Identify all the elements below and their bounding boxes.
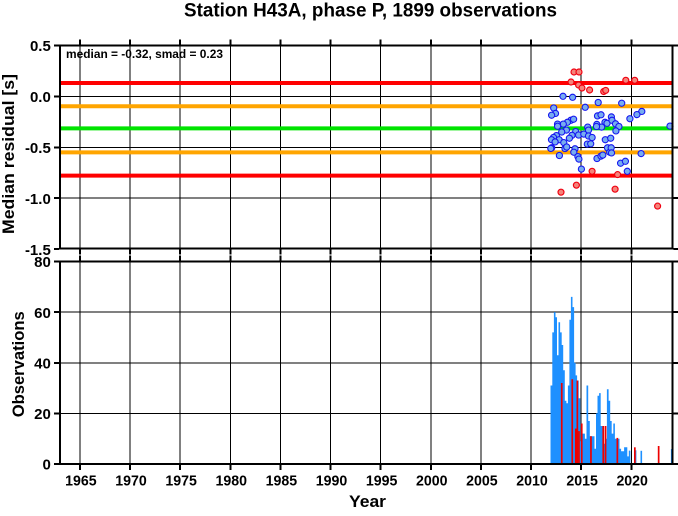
svg-text:-0.5: -0.5: [25, 140, 51, 157]
svg-text:1985: 1985: [266, 473, 298, 490]
svg-text:60: 60: [34, 305, 51, 322]
svg-text:2015: 2015: [566, 473, 598, 490]
svg-text:1980: 1980: [216, 473, 248, 490]
svg-text:1965: 1965: [65, 473, 97, 490]
svg-text:1995: 1995: [366, 473, 398, 490]
svg-text:0.0: 0.0: [30, 89, 51, 106]
svg-text:2000: 2000: [416, 473, 448, 490]
svg-text:Observations: Observations: [9, 311, 28, 417]
svg-text:2020: 2020: [616, 473, 648, 490]
svg-text:2010: 2010: [516, 473, 548, 490]
svg-text:0.5: 0.5: [30, 38, 51, 55]
svg-text:Median residual [s]: Median residual [s]: [0, 74, 18, 234]
svg-text:1990: 1990: [316, 473, 348, 490]
svg-text:Station H43A, phase P, 1899 ob: Station H43A, phase P, 1899 observations: [184, 0, 557, 21]
svg-text:80: 80: [34, 254, 51, 271]
svg-text:Year: Year: [349, 492, 386, 511]
svg-text:1970: 1970: [115, 473, 147, 490]
svg-text:20: 20: [34, 406, 51, 423]
svg-text:40: 40: [34, 355, 51, 372]
svg-text:-1.5: -1.5: [25, 242, 51, 259]
svg-text:-1.0: -1.0: [25, 191, 51, 208]
svg-text:1975: 1975: [165, 473, 197, 490]
svg-text:median = -0.32, smad = 0.23: median = -0.32, smad = 0.23: [66, 47, 223, 61]
svg-text:2005: 2005: [466, 473, 498, 490]
svg-text:0: 0: [42, 457, 50, 474]
